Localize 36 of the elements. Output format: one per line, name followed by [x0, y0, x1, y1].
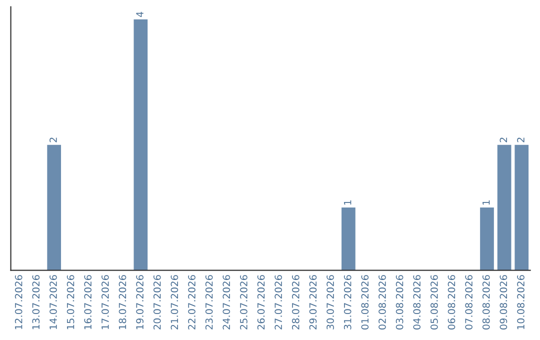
data-label: 1: [482, 200, 490, 205]
data-label: 2: [50, 138, 57, 142]
x-tick-label: 09.08.2026: [500, 275, 508, 330]
x-tick-label: 15.07.2026: [66, 275, 74, 330]
x-tick-label: 26.07.2026: [257, 275, 265, 330]
x-tick-label: 25.07.2026: [240, 275, 248, 330]
x-tick-label: 31.07.2026: [344, 275, 352, 330]
x-tick-label: 30.07.2026: [326, 275, 334, 330]
x-tick-label: 13.07.2026: [32, 275, 40, 330]
x-tick-label: 08.08.2026: [482, 275, 490, 330]
x-tick-label: 20.07.2026: [153, 275, 161, 330]
x-tick-label: 28.07.2026: [292, 275, 300, 330]
x-tick-label: 02.08.2026: [378, 275, 386, 330]
x-tick-label: 14.07.2026: [50, 275, 57, 330]
x-tick-label: 29.07.2026: [309, 275, 317, 330]
x-tick-label: 07.08.2026: [465, 275, 472, 330]
x-tick-label: 16.07.2026: [84, 275, 92, 330]
x-tick-label: 22.07.2026: [188, 275, 196, 330]
x-tick-label: 27.07.2026: [274, 275, 282, 330]
x-tick-label: 23.07.2026: [205, 275, 213, 330]
data-label: 2: [500, 138, 507, 142]
x-tick-label: 24.07.2026: [222, 275, 230, 330]
x-tick-label: 01.08.2026: [361, 275, 369, 330]
data-label: 4: [136, 12, 144, 17]
x-tick-label: 06.08.2026: [448, 275, 456, 330]
x-tick-label: 04.08.2026: [413, 275, 421, 330]
x-tick-label: 19.07.2026: [136, 275, 144, 330]
x-tick-label: 12.07.2026: [14, 275, 22, 330]
data-label: 2: [517, 138, 524, 142]
x-tick-label: 10.08.2026: [517, 275, 524, 330]
x-tick-label: 03.08.2026: [396, 275, 404, 330]
x-tick-label: 05.08.2026: [430, 275, 438, 330]
data-label: 1: [344, 200, 352, 205]
x-tick-label: 17.07.2026: [102, 275, 109, 330]
x-tick-label: 21.07.2026: [170, 275, 178, 330]
x-tick-label: 18.07.2026: [118, 275, 126, 330]
